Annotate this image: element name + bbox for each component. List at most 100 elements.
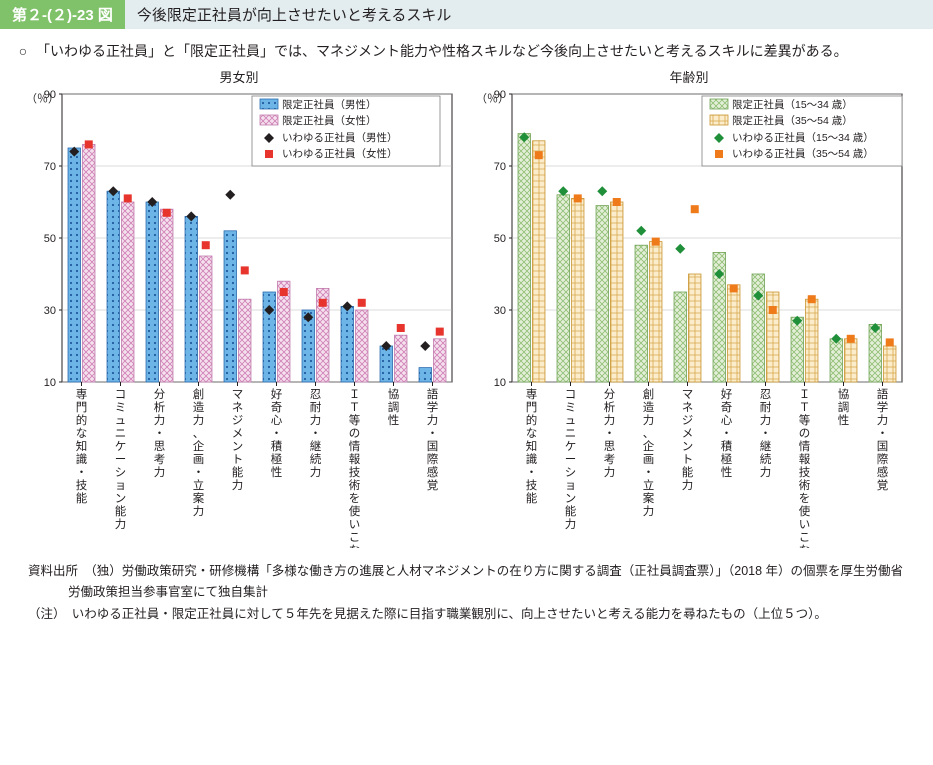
svg-text:な: な	[349, 544, 361, 548]
svg-text:ュ: ュ	[115, 415, 127, 427]
svg-text:ン: ン	[682, 441, 694, 453]
footnote-source: 資料出所 （独）労働政策研究・研修機構「多様な働き方の進展と人材マネジメントの在…	[28, 561, 905, 604]
svg-text:の: の	[799, 428, 811, 440]
svg-text:な: な	[76, 427, 88, 440]
svg-text:力: 力	[193, 414, 205, 427]
svg-text:力: 力	[877, 414, 889, 427]
svg-text:な: な	[526, 427, 538, 440]
svg-text:ミ: ミ	[115, 402, 127, 414]
svg-text:立: 立	[643, 478, 655, 492]
svg-text:力: 力	[643, 505, 655, 518]
svg-text:情: 情	[799, 440, 811, 453]
svg-text:等: 等	[349, 413, 361, 427]
svg-text:（％）: （％）	[476, 92, 509, 105]
svg-text:的: 的	[526, 413, 538, 427]
svg-text:知: 知	[526, 439, 538, 453]
svg-text:ョ: ョ	[565, 480, 577, 492]
svg-text:忍: 忍	[760, 389, 772, 401]
svg-text:力: 力	[604, 466, 616, 479]
svg-text:識: 識	[526, 453, 538, 466]
svg-text:極: 極	[721, 452, 733, 466]
svg-text:力: 力	[760, 466, 772, 479]
svg-text:ュ: ュ	[565, 415, 577, 427]
svg-text:奇: 奇	[271, 401, 283, 414]
svg-text:ケ: ケ	[115, 440, 127, 453]
svg-text:感: 感	[877, 465, 889, 479]
svg-text:を: を	[799, 492, 811, 505]
svg-text:・: ・	[310, 428, 322, 440]
svg-text:案: 案	[643, 491, 655, 505]
svg-text:能: 能	[232, 465, 244, 479]
svg-text:こ: こ	[349, 532, 361, 544]
svg-text:メ: メ	[682, 428, 694, 440]
svg-text:ニ: ニ	[115, 428, 127, 440]
svg-text:耐: 耐	[310, 401, 322, 414]
svg-text:専: 専	[526, 388, 538, 401]
svg-text:技: 技	[799, 466, 811, 479]
svg-text:（％）: （％）	[26, 92, 59, 105]
svg-text:ケ: ケ	[565, 440, 577, 453]
chart-age: 1030507090（％）専門的な知識・技能コミュニケーション能力分析力・思考力…	[470, 88, 908, 548]
svg-text:際: 際	[427, 453, 439, 466]
svg-text:いわゆる正社員（男性）: いわゆる正社員（男性）	[282, 131, 398, 144]
svg-text:・: ・	[604, 428, 616, 440]
svg-text:語: 語	[877, 387, 889, 401]
svg-text:奇: 奇	[721, 401, 733, 414]
svg-text:門: 門	[76, 401, 88, 414]
panel-age: 年齢別 1030507090（％）専門的な知識・技能コミュニケーション能力分析力…	[470, 67, 908, 551]
svg-text:立: 立	[193, 478, 205, 492]
svg-text:力: 力	[232, 479, 244, 492]
svg-text:・: ・	[877, 428, 889, 440]
figure-number: 第２-(２)-23 図	[0, 0, 125, 29]
svg-text:学: 学	[427, 400, 439, 414]
svg-text:いわゆる正社員（女性）: いわゆる正社員（女性）	[282, 147, 398, 160]
svg-text:マ: マ	[682, 389, 694, 401]
svg-text:好: 好	[721, 387, 733, 401]
svg-text:Ｔ: Ｔ	[349, 402, 361, 414]
svg-text:力: 力	[565, 518, 577, 531]
svg-text:能: 能	[115, 504, 127, 518]
bullet-circle: ○	[16, 43, 30, 59]
svg-text:10: 10	[494, 377, 506, 389]
svg-text:覚: 覚	[877, 479, 889, 492]
panel-age-title: 年齢別	[470, 67, 908, 86]
svg-text:50: 50	[494, 233, 506, 245]
svg-text:続: 続	[310, 452, 322, 466]
svg-text:30: 30	[494, 305, 506, 317]
svg-text:識: 識	[76, 453, 88, 466]
svg-text:術: 術	[349, 479, 361, 492]
footnotes: 資料出所 （独）労働政策研究・研修機構「多様な働き方の進展と人材マネジメントの在…	[0, 551, 933, 637]
svg-text:シ: シ	[115, 467, 127, 479]
svg-text:限定正社員（女性）: 限定正社員（女性）	[282, 114, 377, 127]
svg-text:性: 性	[838, 413, 850, 427]
svg-text:企: 企	[643, 439, 655, 453]
svg-text:能: 能	[682, 465, 694, 479]
svg-text:忍: 忍	[310, 389, 322, 401]
svg-text:ニ: ニ	[565, 428, 577, 440]
svg-text:Ｉ: Ｉ	[349, 389, 361, 401]
svg-text:創: 創	[643, 387, 655, 401]
svg-text:技: 技	[76, 479, 88, 492]
svg-text:力: 力	[193, 505, 205, 518]
svg-text:い: い	[799, 519, 811, 531]
svg-text:調: 調	[838, 400, 850, 414]
svg-text:限定正社員（男性）: 限定正社員（男性）	[282, 98, 377, 111]
summary-text: ○「いわゆる正社員」と「限定正社員」では、マネジメント能力や性格スキルなど今後向…	[0, 29, 933, 67]
svg-text:・: ・	[193, 467, 205, 479]
svg-text:心: 心	[271, 414, 283, 427]
svg-text:10: 10	[44, 377, 56, 389]
svg-text:力: 力	[427, 414, 439, 427]
svg-text:分: 分	[604, 388, 616, 401]
svg-text:継: 継	[760, 439, 772, 453]
svg-text:な: な	[799, 544, 811, 548]
svg-text:力: 力	[760, 414, 772, 427]
svg-text:力: 力	[310, 466, 322, 479]
svg-text:積: 積	[721, 439, 733, 453]
svg-text:覚: 覚	[427, 479, 439, 492]
svg-text:情: 情	[349, 440, 361, 453]
svg-text:、: 、	[643, 428, 655, 440]
svg-text:専: 専	[76, 388, 88, 401]
svg-text:ネ: ネ	[232, 401, 244, 414]
charts-row: 男女別 1030507090（％）専門的な知識・技能コミュニケーション能力分析力…	[0, 67, 933, 551]
svg-text:際: 際	[877, 453, 889, 466]
